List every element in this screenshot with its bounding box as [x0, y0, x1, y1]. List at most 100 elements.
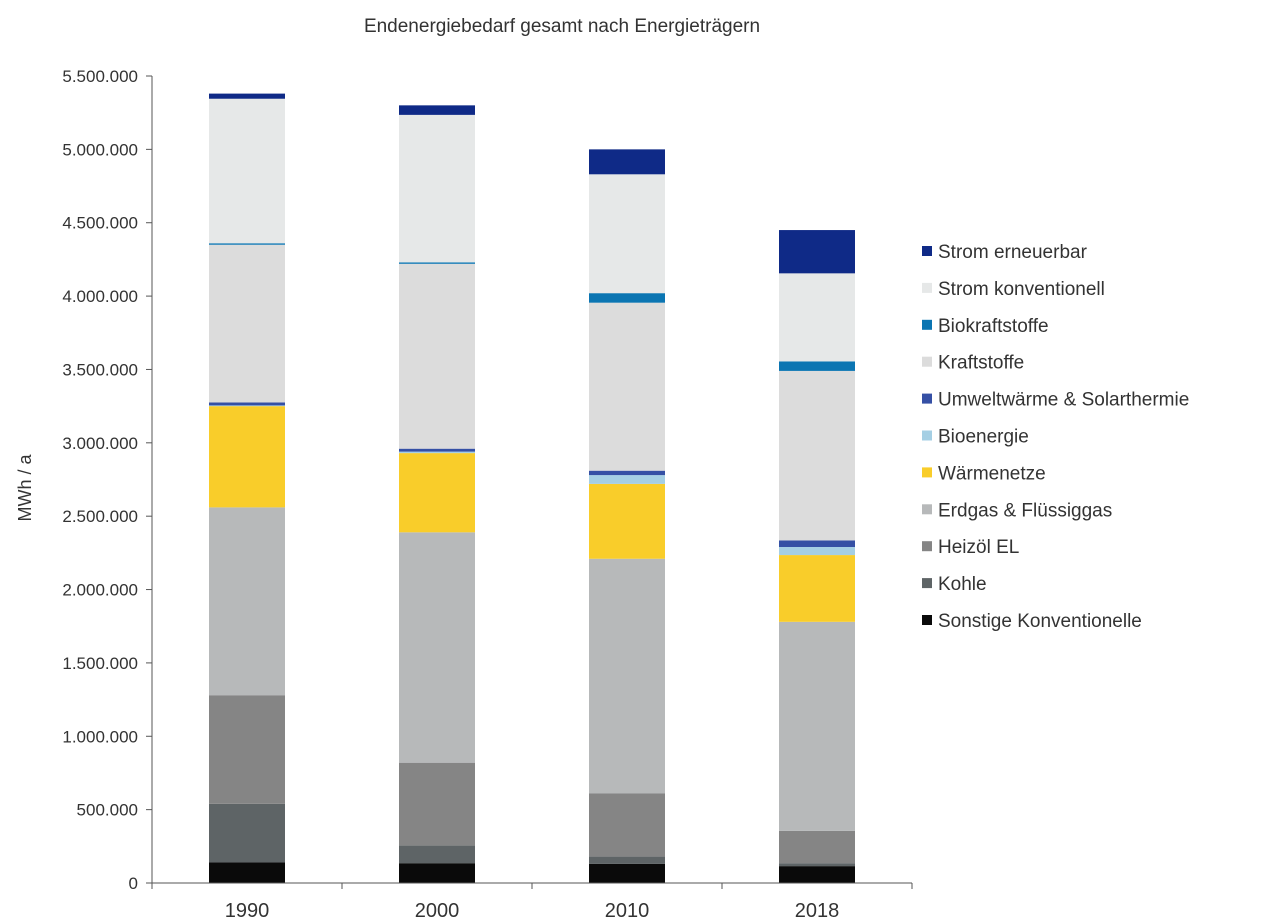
legend-item: Kohle: [922, 574, 987, 595]
bar-segment-biokraftstoffe: [209, 243, 285, 245]
bar-segment-umweltwärme-solarthermie: [779, 540, 855, 547]
bar-segment-kohle: [209, 803, 285, 863]
bar-segment-erdgas-flüssiggas: [589, 558, 665, 794]
legend-label: Heizöl EL: [938, 537, 1019, 558]
bar-segment-bioenergie: [399, 451, 475, 454]
y-tick-label: 2.500.000: [62, 507, 138, 526]
legend-label: Erdgas & Flüssiggas: [938, 500, 1112, 521]
bar-segment-heizöl-el: [589, 793, 665, 857]
plot-area: [209, 93, 855, 883]
bar-segment-sonstige-konventionelle: [779, 866, 855, 883]
bar-segment-kohle: [399, 845, 475, 864]
bar-segment-sonstige-konventionelle: [209, 862, 285, 883]
legend-label: Sonstige Konventionelle: [938, 611, 1142, 632]
bar-segment-kohle: [589, 856, 665, 864]
bar-segment-umweltwärme-solarthermie: [209, 402, 285, 406]
bar-segment-heizöl-el: [399, 762, 475, 846]
bar-stack-2000: [399, 105, 475, 883]
chart-title: Endenergiebedarf gesamt nach Energieträg…: [364, 16, 760, 37]
legend-label: Umweltwärme & Solarthermie: [938, 390, 1189, 411]
bar-segment-wärmenetze: [779, 555, 855, 622]
y-tick-label: 2.000.000: [62, 581, 138, 600]
y-tick-label: 1.000.000: [62, 727, 138, 746]
bar-segment-kraftstoffe: [399, 263, 475, 449]
bar-segment-wärmenetze: [399, 453, 475, 533]
legend-label: Kraftstoffe: [938, 353, 1024, 374]
x-tick-label: 1990: [225, 900, 270, 922]
y-tick-label: 0: [129, 874, 138, 893]
y-tick-label: 5.000.000: [62, 140, 138, 159]
bar-stack-2018: [779, 230, 855, 883]
x-tick-label: 2018: [795, 900, 840, 922]
legend-swatch: [922, 467, 932, 478]
legend: Strom erneuerbar Strom konventionell Biokr…: [922, 242, 1189, 632]
legend-swatch: [922, 578, 932, 589]
legend-swatch: [922, 246, 932, 256]
x-tick-label: 2010: [605, 900, 650, 922]
legend-swatch: [922, 282, 932, 293]
x-axis: 1990 2000 2010 2018: [151, 882, 913, 922]
bar-stack-2010: [589, 149, 665, 883]
legend-item: Wärmenetze: [922, 463, 1046, 484]
bar-segment-erdgas-flüssiggas: [399, 532, 475, 763]
bar-segment-strom-konventionell: [589, 174, 665, 294]
legend-item: Heizöl EL: [922, 537, 1019, 558]
legend-label: Strom erneuerbar: [938, 242, 1088, 263]
y-tick-label: 3.000.000: [62, 434, 138, 453]
bar-segment-heizöl-el: [779, 830, 855, 864]
legend-label: Kohle: [938, 574, 987, 595]
legend-item: Strom erneuerbar: [922, 242, 1088, 263]
legend-item: Bioenergie: [922, 427, 1029, 448]
bar-segment-strom-konventionell: [209, 98, 285, 244]
legend-label: Biokraftstoffe: [938, 316, 1049, 337]
bar-segment-kraftstoffe: [589, 302, 665, 471]
legend-item: Erdgas & Flüssiggas: [922, 500, 1112, 521]
bar-segment-biokraftstoffe: [399, 262, 475, 264]
bar-segment-biokraftstoffe: [589, 293, 665, 303]
y-tick-label: 4.000.000: [62, 287, 138, 306]
y-tick-label: 500.000: [77, 801, 138, 820]
legend-swatch: [922, 356, 932, 367]
bar-segment-biokraftstoffe: [779, 361, 855, 371]
legend-swatch: [922, 504, 932, 515]
y-tick-label: 4.500.000: [62, 214, 138, 233]
bar-segment-heizöl-el: [209, 695, 285, 804]
bar-segment-sonstige-konventionelle: [399, 863, 475, 883]
bar-segment-bioenergie: [209, 405, 285, 407]
bar-segment-strom-erneuerbar: [589, 149, 665, 175]
bar-segment-strom-erneuerbar: [209, 93, 285, 99]
legend-item: Biokraftstoffe: [922, 316, 1049, 337]
bar-segment-kraftstoffe: [779, 370, 855, 541]
bar-segment-kohle: [779, 863, 855, 867]
bar-segment-strom-konventionell: [779, 273, 855, 362]
y-tick-label: 3.500.000: [62, 360, 138, 379]
legend-item: Sonstige Konventionelle: [922, 611, 1142, 632]
bar-segment-umweltwärme-solarthermie: [589, 470, 665, 476]
bar-segment-kraftstoffe: [209, 244, 285, 403]
x-tick-label: 2000: [415, 900, 460, 922]
bar-segment-strom-erneuerbar: [779, 230, 855, 274]
y-axis-label: MWh / a: [15, 454, 35, 522]
y-tick-label: 1.500.000: [62, 654, 138, 673]
bar-segment-erdgas-flüssiggas: [779, 621, 855, 831]
legend-item: Umweltwärme & Solarthermie: [922, 390, 1189, 411]
legend-item: Strom konventionell: [922, 279, 1105, 300]
y-tick-label: 5.500.000: [62, 67, 138, 86]
bar-segment-bioenergie: [589, 475, 665, 484]
bar-segment-erdgas-flüssiggas: [209, 507, 285, 696]
legend-swatch: [922, 541, 932, 552]
legend-label: Strom konventionell: [938, 279, 1105, 300]
bar-segment-strom-erneuerbar: [399, 105, 475, 115]
legend-swatch: [922, 430, 932, 441]
legend-item: Kraftstoffe: [922, 353, 1024, 374]
legend-swatch: [922, 393, 932, 404]
bar-segment-sonstige-konventionelle: [589, 863, 665, 883]
bar-segment-wärmenetze: [589, 483, 665, 559]
bar-segment-bioenergie: [779, 546, 855, 556]
legend-label: Bioenergie: [938, 427, 1029, 448]
bar-segment-umweltwärme-solarthermie: [399, 448, 475, 452]
legend-swatch: [922, 319, 932, 330]
bar-segment-wärmenetze: [209, 406, 285, 508]
bar-segment-strom-konventionell: [399, 114, 475, 263]
